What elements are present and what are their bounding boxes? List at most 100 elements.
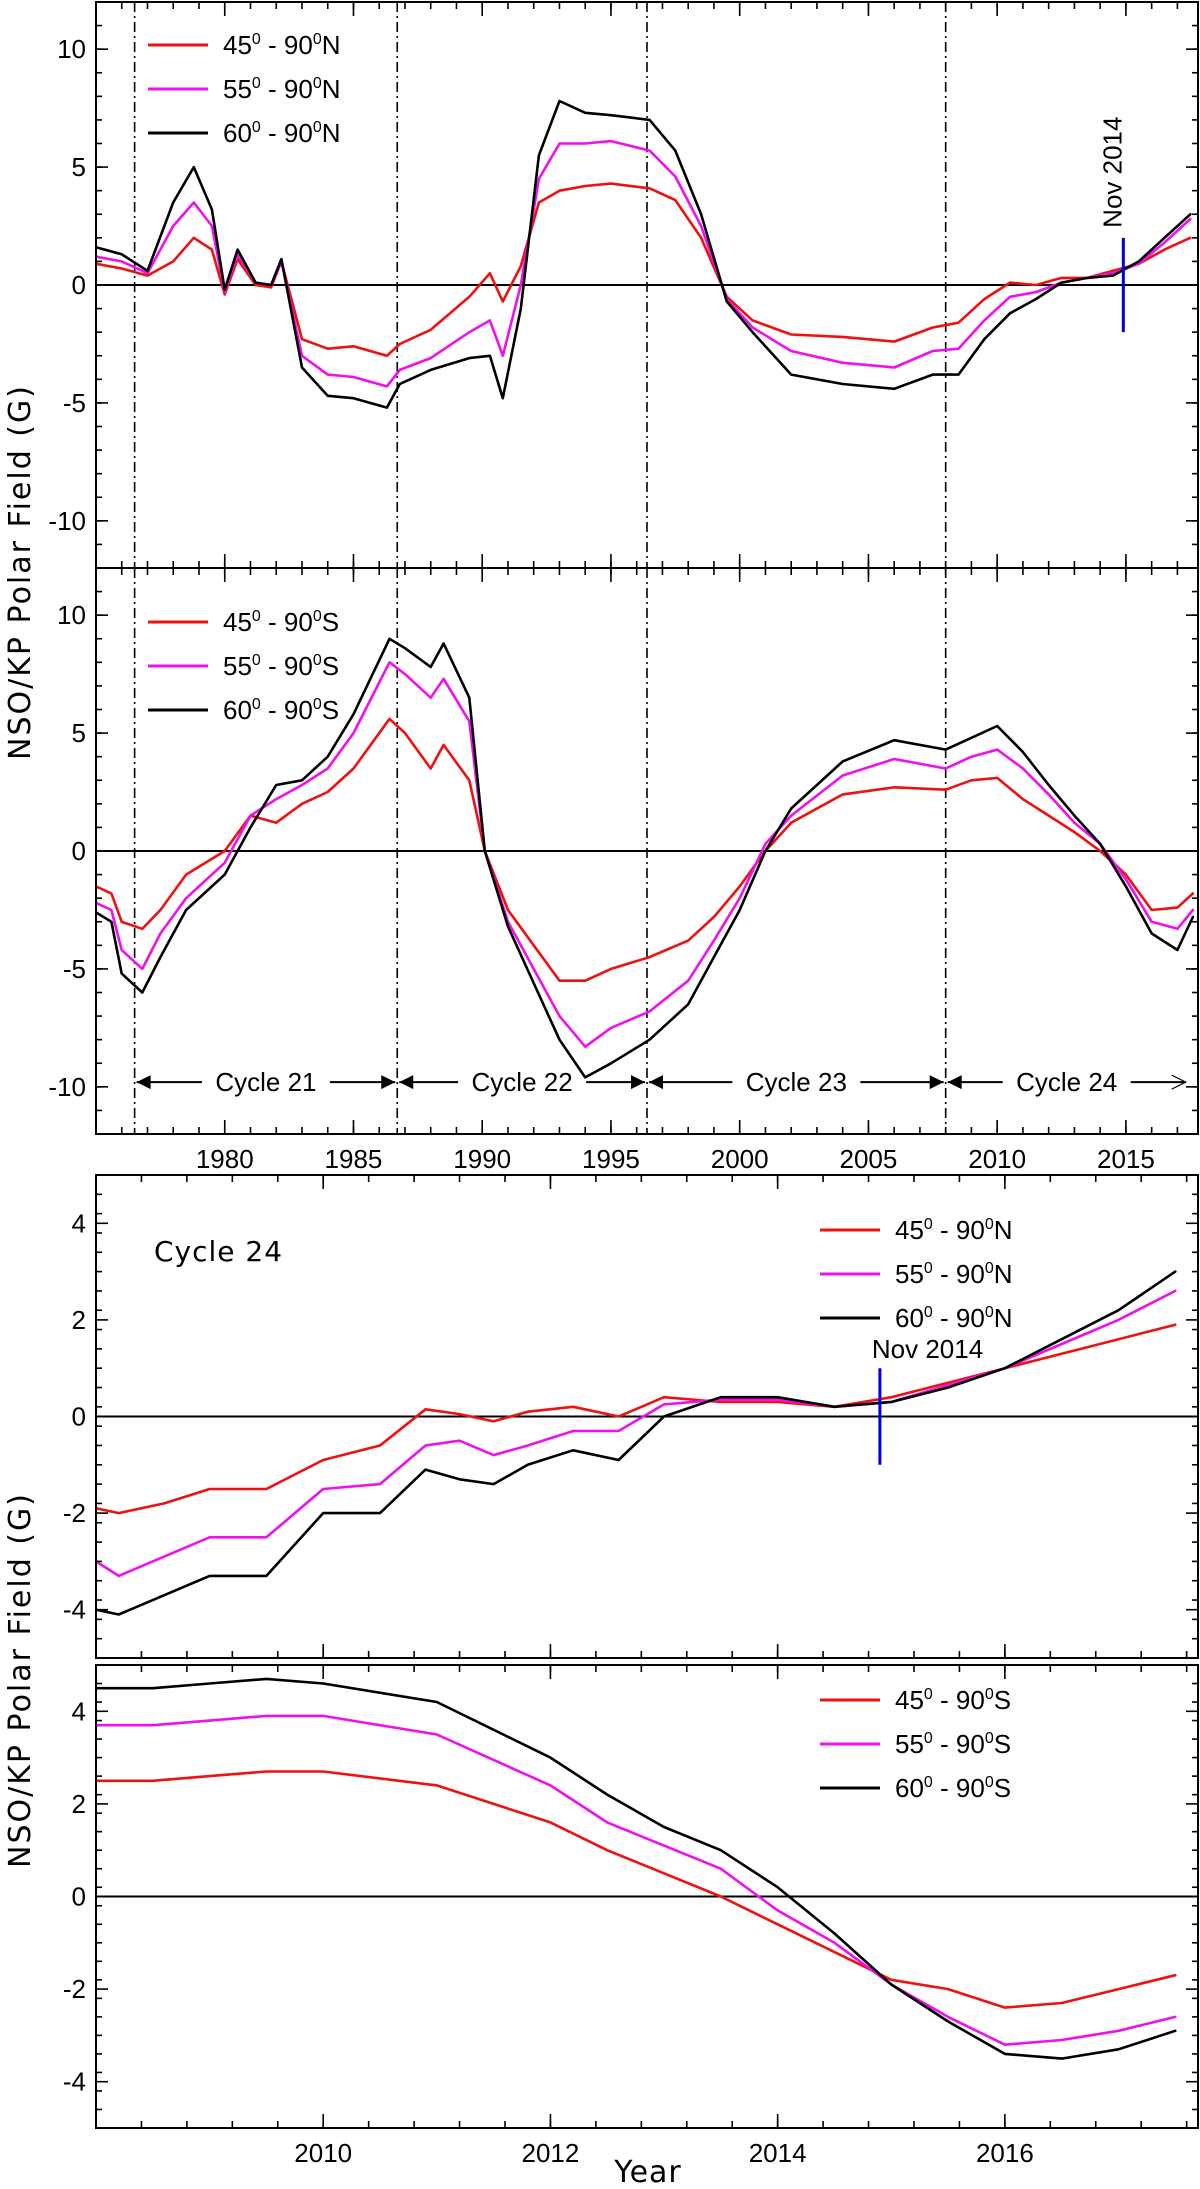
- legend-superscript: 0: [985, 1686, 994, 1703]
- legend-superscript: 0: [924, 1730, 933, 1747]
- legend-text-part: 55: [895, 1729, 924, 1759]
- legend-label-p2-0: 450 - 900S: [223, 607, 339, 637]
- legend-label-p4-1: 550 - 900S: [895, 1729, 1011, 1759]
- xtick-label-p4-3: 2016: [976, 2138, 1034, 2168]
- marker-label-p1: Nov 2014: [1097, 117, 1127, 228]
- legend-label-p3-2: 600 - 900N: [895, 1303, 1013, 1333]
- ytick-label-p2-0: 10: [57, 600, 86, 630]
- legend-text-part: - 90: [933, 1303, 985, 1333]
- series-line-p3-0: [96, 1323, 1177, 1515]
- series-line-p1-2: [96, 99, 1192, 409]
- xtick-label-p2-3: 1995: [582, 1144, 640, 1174]
- ytick-label-p1-4: -10: [48, 506, 86, 536]
- ytick-label-p2-2: 0: [72, 836, 86, 866]
- ylabel-top: NSO/KP Polar Field (G): [3, 384, 38, 760]
- axis-frame-p4: [95, 1664, 1199, 2129]
- legend-text-part: 55: [895, 1259, 924, 1289]
- legend-superscript: 0: [985, 1216, 994, 1233]
- legend-text-part: N: [322, 30, 341, 60]
- legend-text-part: S: [994, 1729, 1011, 1759]
- legend-label-p4-0: 450 - 900S: [895, 1685, 1011, 1715]
- cycle-label-0: Cycle 21: [215, 1067, 316, 1097]
- legend-label-p3-0: 450 - 900N: [895, 1215, 1013, 1245]
- legend-label-p2-1: 550 - 900S: [223, 651, 339, 681]
- legend-superscript: 0: [313, 652, 322, 669]
- legend-text-part: 55: [223, 74, 252, 104]
- ytick-label-p1-0: 10: [57, 34, 86, 64]
- ytick-label-p4-4: -4: [63, 2067, 86, 2097]
- legend-text-part: 60: [223, 695, 252, 725]
- series-line-p3-2: [96, 1270, 1177, 1616]
- ytick-label-p3-1: 2: [72, 1305, 86, 1335]
- ytick-label-p1-1: 5: [72, 152, 86, 182]
- legend-superscript: 0: [313, 696, 322, 713]
- legend-label-p2-2: 600 - 900S: [223, 695, 339, 725]
- legend-text-part: - 90: [261, 118, 313, 148]
- legend-text-part: 60: [895, 1773, 924, 1803]
- xtick-label-p2-4: 2000: [711, 1144, 769, 1174]
- legend-text-part: S: [322, 607, 339, 637]
- legend-label-p1-0: 450 - 900N: [223, 30, 341, 60]
- series-line-p4-2: [96, 1677, 1177, 2060]
- legend-text-part: 45: [223, 30, 252, 60]
- legend-label-p4-2: 600 - 900S: [895, 1773, 1011, 1803]
- xtick-label-p2-2: 1990: [453, 1144, 511, 1174]
- cycle-arrowhead-start-0: [136, 1075, 151, 1090]
- ytick-label-p2-3: -5: [63, 954, 86, 984]
- cycle-arrowhead-end-0: [381, 1075, 396, 1090]
- legend-text-part: 55: [223, 651, 252, 681]
- legend-superscript: 0: [313, 119, 322, 136]
- legend-text-part: N: [994, 1259, 1013, 1289]
- legend-superscript: 0: [924, 1686, 933, 1703]
- cycle-label-1: Cycle 22: [472, 1067, 573, 1097]
- xtick-label-p2-1: 1985: [325, 1144, 383, 1174]
- legend-text-part: S: [994, 1685, 1011, 1715]
- legend-label-p3-1: 550 - 900N: [895, 1259, 1013, 1289]
- axis-frame-p2: [95, 567, 1199, 1135]
- legend-superscript: 0: [252, 119, 261, 136]
- cycle-arrowhead-end-1: [631, 1075, 645, 1090]
- legend-text-part: - 90: [261, 651, 313, 681]
- ytick-label-p1-2: 0: [72, 270, 86, 300]
- legend-text-part: - 90: [933, 1259, 985, 1289]
- ytick-label-p3-0: 4: [72, 1208, 86, 1238]
- xtick-label-p2-0: 1980: [196, 1144, 254, 1174]
- legend-superscript: 0: [924, 1774, 933, 1791]
- legend-superscript: 0: [924, 1216, 933, 1233]
- legend-text-part: S: [322, 695, 339, 725]
- legend-superscript: 0: [985, 1304, 994, 1321]
- ytick-label-p2-4: -10: [48, 1072, 86, 1102]
- ytick-label-p4-0: 4: [72, 1696, 86, 1726]
- ytick-label-p1-3: -5: [63, 388, 86, 418]
- legend-text-part: N: [322, 74, 341, 104]
- legend-superscript: 0: [985, 1774, 994, 1791]
- legend-text-part: N: [994, 1215, 1013, 1245]
- legend-superscript: 0: [252, 31, 261, 48]
- legend-text-part: 45: [895, 1215, 924, 1245]
- panel-title-p3: Cycle 24: [154, 1235, 283, 1268]
- series-line-p4-0: [96, 1770, 1177, 2009]
- xtick-label-p2-5: 2005: [840, 1144, 898, 1174]
- axis-frame-p3: [95, 1174, 1199, 1659]
- legend-superscript: 0: [252, 652, 261, 669]
- legend-superscript: 0: [924, 1304, 933, 1321]
- legend-text-part: 45: [223, 607, 252, 637]
- legend-superscript: 0: [313, 75, 322, 92]
- series-line-p1-0: [96, 182, 1192, 358]
- legend-text-part: - 90: [261, 30, 313, 60]
- ytick-label-p4-3: -2: [63, 1974, 86, 2004]
- ytick-label-p3-2: 0: [72, 1402, 86, 1432]
- cycle-arrowhead-start-3: [947, 1075, 962, 1090]
- legend-text-part: - 90: [933, 1729, 985, 1759]
- legend-text-part: S: [994, 1773, 1011, 1803]
- legend-text-part: - 90: [261, 74, 313, 104]
- cycle-arrowhead-start-2: [649, 1075, 663, 1090]
- series-line-p2-1: [96, 660, 1195, 1048]
- legend-superscript: 0: [924, 1260, 933, 1277]
- legend-text-part: 60: [895, 1303, 924, 1333]
